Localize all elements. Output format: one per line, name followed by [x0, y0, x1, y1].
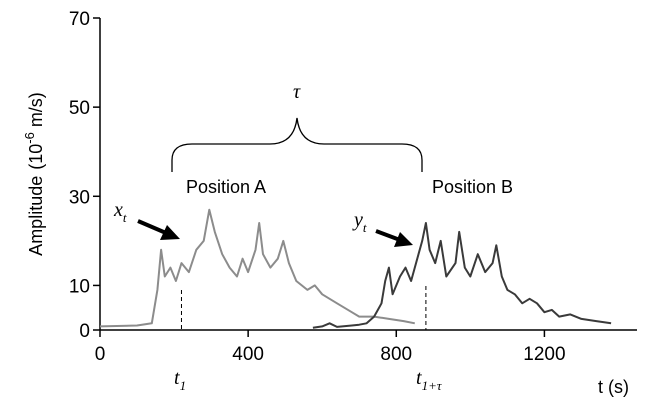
x-axis-title: t (s) — [598, 377, 629, 397]
y-tick-label: 50 — [69, 98, 90, 119]
position-a-label: Position A — [186, 177, 266, 197]
y-axis-unit-exp: -6 — [22, 132, 37, 144]
y-axis-title: Amplitude (10-6 m/s) — [22, 92, 46, 256]
t1-var: t — [174, 367, 180, 389]
x-t-arrow — [137, 219, 167, 235]
position-b-label: Position B — [432, 177, 513, 197]
tau-brace — [171, 117, 423, 172]
x-tick-label: 800 — [380, 344, 412, 365]
t1tau-sub: 1+τ — [422, 378, 443, 393]
t1-sub: 1 — [180, 378, 187, 393]
x-t-var: x — [113, 199, 123, 221]
y-t-arrow — [375, 229, 401, 242]
y-t-var: y — [352, 209, 363, 231]
y-tick-label: 30 — [69, 187, 90, 208]
t1-label: t1 — [174, 367, 186, 393]
x-tick-label: 0 — [95, 344, 106, 365]
x-tick-label: 1200 — [523, 344, 565, 365]
t1tau-var: t — [416, 367, 422, 389]
y-tick-label: 10 — [69, 276, 90, 297]
tau-label: τ — [293, 81, 301, 103]
y-tick-label: 70 — [69, 9, 90, 30]
t1tau-label: t1+τ — [416, 367, 443, 393]
y-t-arrowhead — [394, 232, 413, 247]
y-t-sub: t — [363, 220, 367, 235]
x-t-label: xt — [113, 199, 127, 225]
y-axis-unit-base: (10 — [26, 144, 46, 170]
y-axis-unit-rest: m/s) — [26, 92, 46, 132]
series-line-1 — [99, 208, 415, 328]
series-line-2 — [312, 222, 612, 329]
y-tick-label: 0 — [79, 321, 90, 342]
x-t-sub: t — [123, 210, 127, 225]
y-axis-label: Amplitude — [26, 176, 46, 256]
x-t-arrowhead — [160, 225, 180, 240]
y-t-label: yt — [352, 209, 367, 235]
x-tick-label: 400 — [232, 344, 264, 365]
